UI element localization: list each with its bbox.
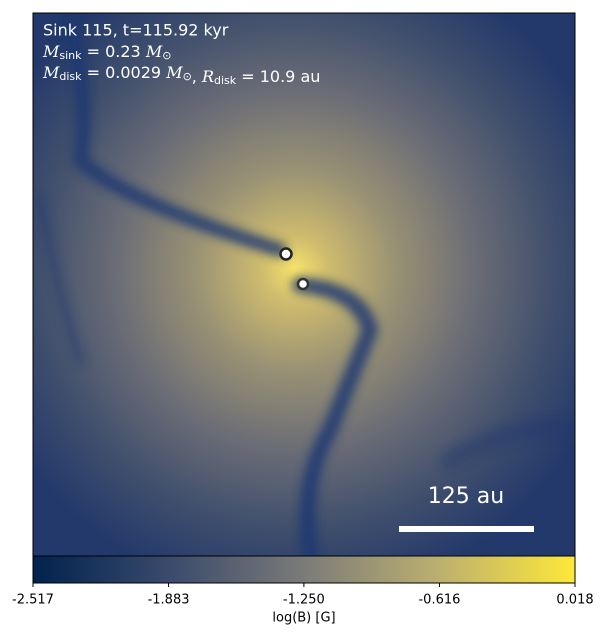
math-rest: = 0.23	[82, 42, 146, 61]
sink-marker	[296, 277, 310, 291]
colorbar-tick-label: -1.250	[283, 593, 325, 608]
colorbar-tick-label: -2.517	[12, 593, 54, 608]
math-unit: M	[145, 42, 163, 61]
math-sub: disk	[214, 74, 237, 87]
math-sub: disk	[59, 70, 82, 83]
colorbar	[32, 555, 576, 584]
annotation: Msink = 0.23 M⊙	[42, 42, 171, 63]
math-rest: = 0.0029	[82, 63, 167, 82]
sink-marker	[279, 247, 293, 261]
colorbar-tick-label: -1.883	[148, 593, 190, 608]
colorbar-label: log(B) [G]	[272, 611, 335, 626]
colorbar-tick-label: 0.018	[556, 593, 593, 608]
colorbar-tick-label: -0.616	[418, 593, 460, 608]
separator: ,	[192, 67, 202, 86]
math-unit: M	[165, 63, 183, 82]
math-var: M	[42, 42, 60, 61]
math-unit-sub: ⊙	[183, 70, 192, 83]
math-rest: = 10.9 au	[236, 67, 320, 86]
math-unit-sub: ⊙	[162, 49, 171, 62]
math-var: M	[42, 63, 60, 82]
annotation: Mdisk = 0.0029 M⊙, Rdisk = 10.9 au	[42, 63, 320, 88]
field-map: 125 au	[33, 13, 575, 556]
scale-bar-label: 125 au	[428, 484, 504, 509]
annotation: Sink 115, t=115.92 kyr	[43, 21, 229, 40]
math-var: R	[201, 67, 214, 86]
math-sub: sink	[59, 49, 82, 62]
